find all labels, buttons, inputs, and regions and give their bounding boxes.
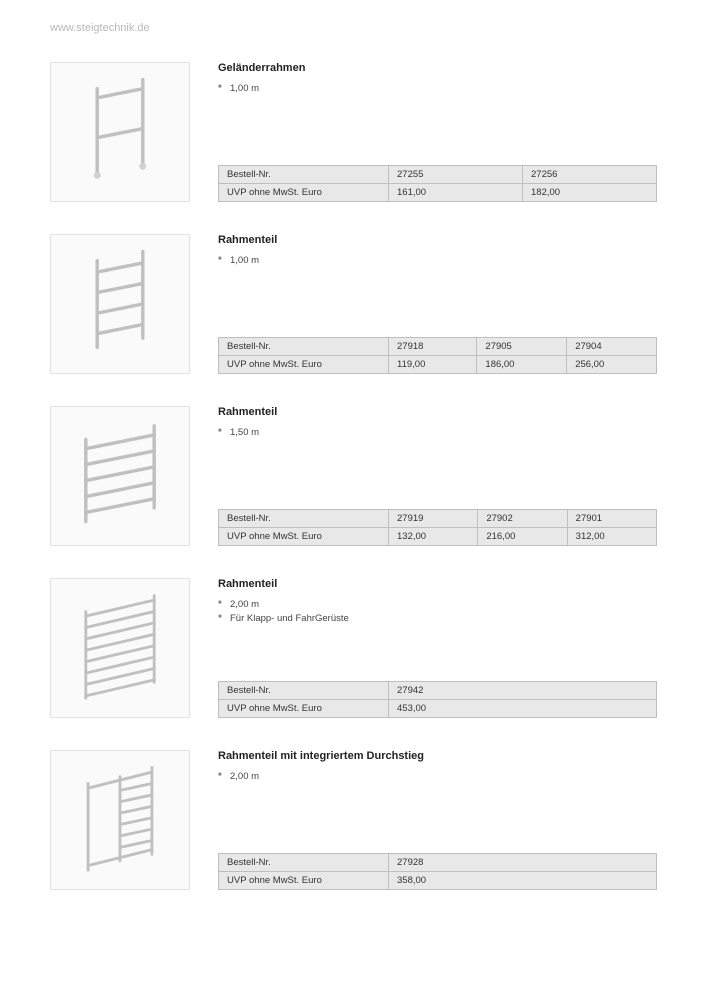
cell-value: 161,00 xyxy=(389,184,523,202)
cell-label: Bestell-Nr. xyxy=(219,510,389,528)
bullet-item: Für Klapp- und FahrGerüste xyxy=(218,612,657,626)
product-row: Rahmenteil 1,00 m Bestell-Nr. 27918 2790… xyxy=(50,234,657,374)
product-details: Geländerrahmen 1,00 m Bestell-Nr. 27255 … xyxy=(218,62,657,202)
bullet-list: 1,50 m xyxy=(218,426,657,440)
price-table: Bestell-Nr. 27255 27256 UVP ohne MwSt. E… xyxy=(218,165,657,202)
cell-label: UVP ohne MwSt. Euro xyxy=(219,700,389,718)
product-row: Rahmenteil mit integriertem Durchstieg 2… xyxy=(50,750,657,890)
product-details: Rahmenteil mit integriertem Durchstieg 2… xyxy=(218,750,657,890)
cell-value: 27901 xyxy=(567,510,656,528)
product-title: Rahmenteil mit integriertem Durchstieg xyxy=(218,750,657,762)
cell-label: UVP ohne MwSt. Euro xyxy=(219,872,389,890)
cell-value: 27919 xyxy=(389,510,478,528)
cell-value: 182,00 xyxy=(523,184,657,202)
product-image xyxy=(50,578,190,718)
bullet-list: 2,00 m Für Klapp- und FahrGerüste xyxy=(218,598,657,626)
frame-4rung-icon xyxy=(63,247,177,361)
product-details: Rahmenteil 1,50 m Bestell-Nr. 27919 2790… xyxy=(218,406,657,546)
cell-value: 132,00 xyxy=(389,528,478,546)
product-title: Rahmenteil xyxy=(218,406,657,418)
cell-value: 186,00 xyxy=(477,356,567,374)
table-row: UVP ohne MwSt. Euro 453,00 xyxy=(219,700,657,718)
cell-value: 27904 xyxy=(567,338,657,356)
cell-value: 256,00 xyxy=(567,356,657,374)
cell-value: 27256 xyxy=(523,166,657,184)
cell-label: UVP ohne MwSt. Euro xyxy=(219,528,389,546)
table-row: UVP ohne MwSt. Euro 119,00 186,00 256,00 xyxy=(219,356,657,374)
table-row: UVP ohne MwSt. Euro 358,00 xyxy=(219,872,657,890)
table-row: Bestell-Nr. 27919 27902 27901 xyxy=(219,510,657,528)
cell-label: Bestell-Nr. xyxy=(219,166,389,184)
cell-value: 27255 xyxy=(389,166,523,184)
table-row: Bestell-Nr. 27918 27905 27904 xyxy=(219,338,657,356)
bullet-item: 1,00 m xyxy=(218,254,657,268)
header: www.steigtechnik.de xyxy=(0,0,707,42)
price-table: Bestell-Nr. 27918 27905 27904 UVP ohne M… xyxy=(218,337,657,374)
cell-value: 27918 xyxy=(389,338,477,356)
price-table: Bestell-Nr. 27942 UVP ohne MwSt. Euro 45… xyxy=(218,681,657,718)
product-row: Rahmenteil 2,00 m Für Klapp- und FahrGer… xyxy=(50,578,657,718)
product-details: Rahmenteil 1,00 m Bestell-Nr. 27918 2790… xyxy=(218,234,657,374)
product-title: Rahmenteil xyxy=(218,234,657,246)
price-table: Bestell-Nr. 27928 UVP ohne MwSt. Euro 35… xyxy=(218,853,657,890)
product-title: Rahmenteil xyxy=(218,578,657,590)
cell-value: 312,00 xyxy=(567,528,656,546)
content: Geländerrahmen 1,00 m Bestell-Nr. 27255 … xyxy=(0,42,707,890)
cell-value: 27942 xyxy=(389,682,657,700)
product-image xyxy=(50,406,190,546)
frame-durchstieg-icon xyxy=(63,763,177,877)
product-title: Geländerrahmen xyxy=(218,62,657,74)
table-row: Bestell-Nr. 27928 xyxy=(219,854,657,872)
cell-value: 27928 xyxy=(389,854,657,872)
product-image xyxy=(50,62,190,202)
cell-value: 453,00 xyxy=(389,700,657,718)
cell-label: Bestell-Nr. xyxy=(219,338,389,356)
frame-5rung-wide-icon xyxy=(63,419,177,533)
cell-value: 119,00 xyxy=(389,356,477,374)
bullet-item: 1,50 m xyxy=(218,426,657,440)
table-row: UVP ohne MwSt. Euro 161,00 182,00 xyxy=(219,184,657,202)
cell-value: 216,00 xyxy=(478,528,567,546)
cell-value: 27902 xyxy=(478,510,567,528)
cell-label: Bestell-Nr. xyxy=(219,682,389,700)
product-row: Rahmenteil 1,50 m Bestell-Nr. 27919 2790… xyxy=(50,406,657,546)
header-url: www.steigtechnik.de xyxy=(50,22,150,34)
cell-label: UVP ohne MwSt. Euro xyxy=(219,184,389,202)
table-row: Bestell-Nr. 27942 xyxy=(219,682,657,700)
cell-value: 27905 xyxy=(477,338,567,356)
table-row: UVP ohne MwSt. Euro 132,00 216,00 312,00 xyxy=(219,528,657,546)
frame-8rung-icon xyxy=(63,591,177,705)
cell-label: Bestell-Nr. xyxy=(219,854,389,872)
product-image xyxy=(50,234,190,374)
bullet-list: 1,00 m xyxy=(218,254,657,268)
product-image xyxy=(50,750,190,890)
cell-value: 358,00 xyxy=(389,872,657,890)
product-details: Rahmenteil 2,00 m Für Klapp- und FahrGer… xyxy=(218,578,657,718)
bullet-item: 1,00 m xyxy=(218,82,657,96)
table-row: Bestell-Nr. 27255 27256 xyxy=(219,166,657,184)
frame-gelaender-icon xyxy=(63,75,177,189)
price-table: Bestell-Nr. 27919 27902 27901 UVP ohne M… xyxy=(218,509,657,546)
bullet-list: 2,00 m xyxy=(218,770,657,784)
bullet-item: 2,00 m xyxy=(218,598,657,612)
bullet-item: 2,00 m xyxy=(218,770,657,784)
bullet-list: 1,00 m xyxy=(218,82,657,96)
cell-label: UVP ohne MwSt. Euro xyxy=(219,356,389,374)
product-row: Geländerrahmen 1,00 m Bestell-Nr. 27255 … xyxy=(50,62,657,202)
